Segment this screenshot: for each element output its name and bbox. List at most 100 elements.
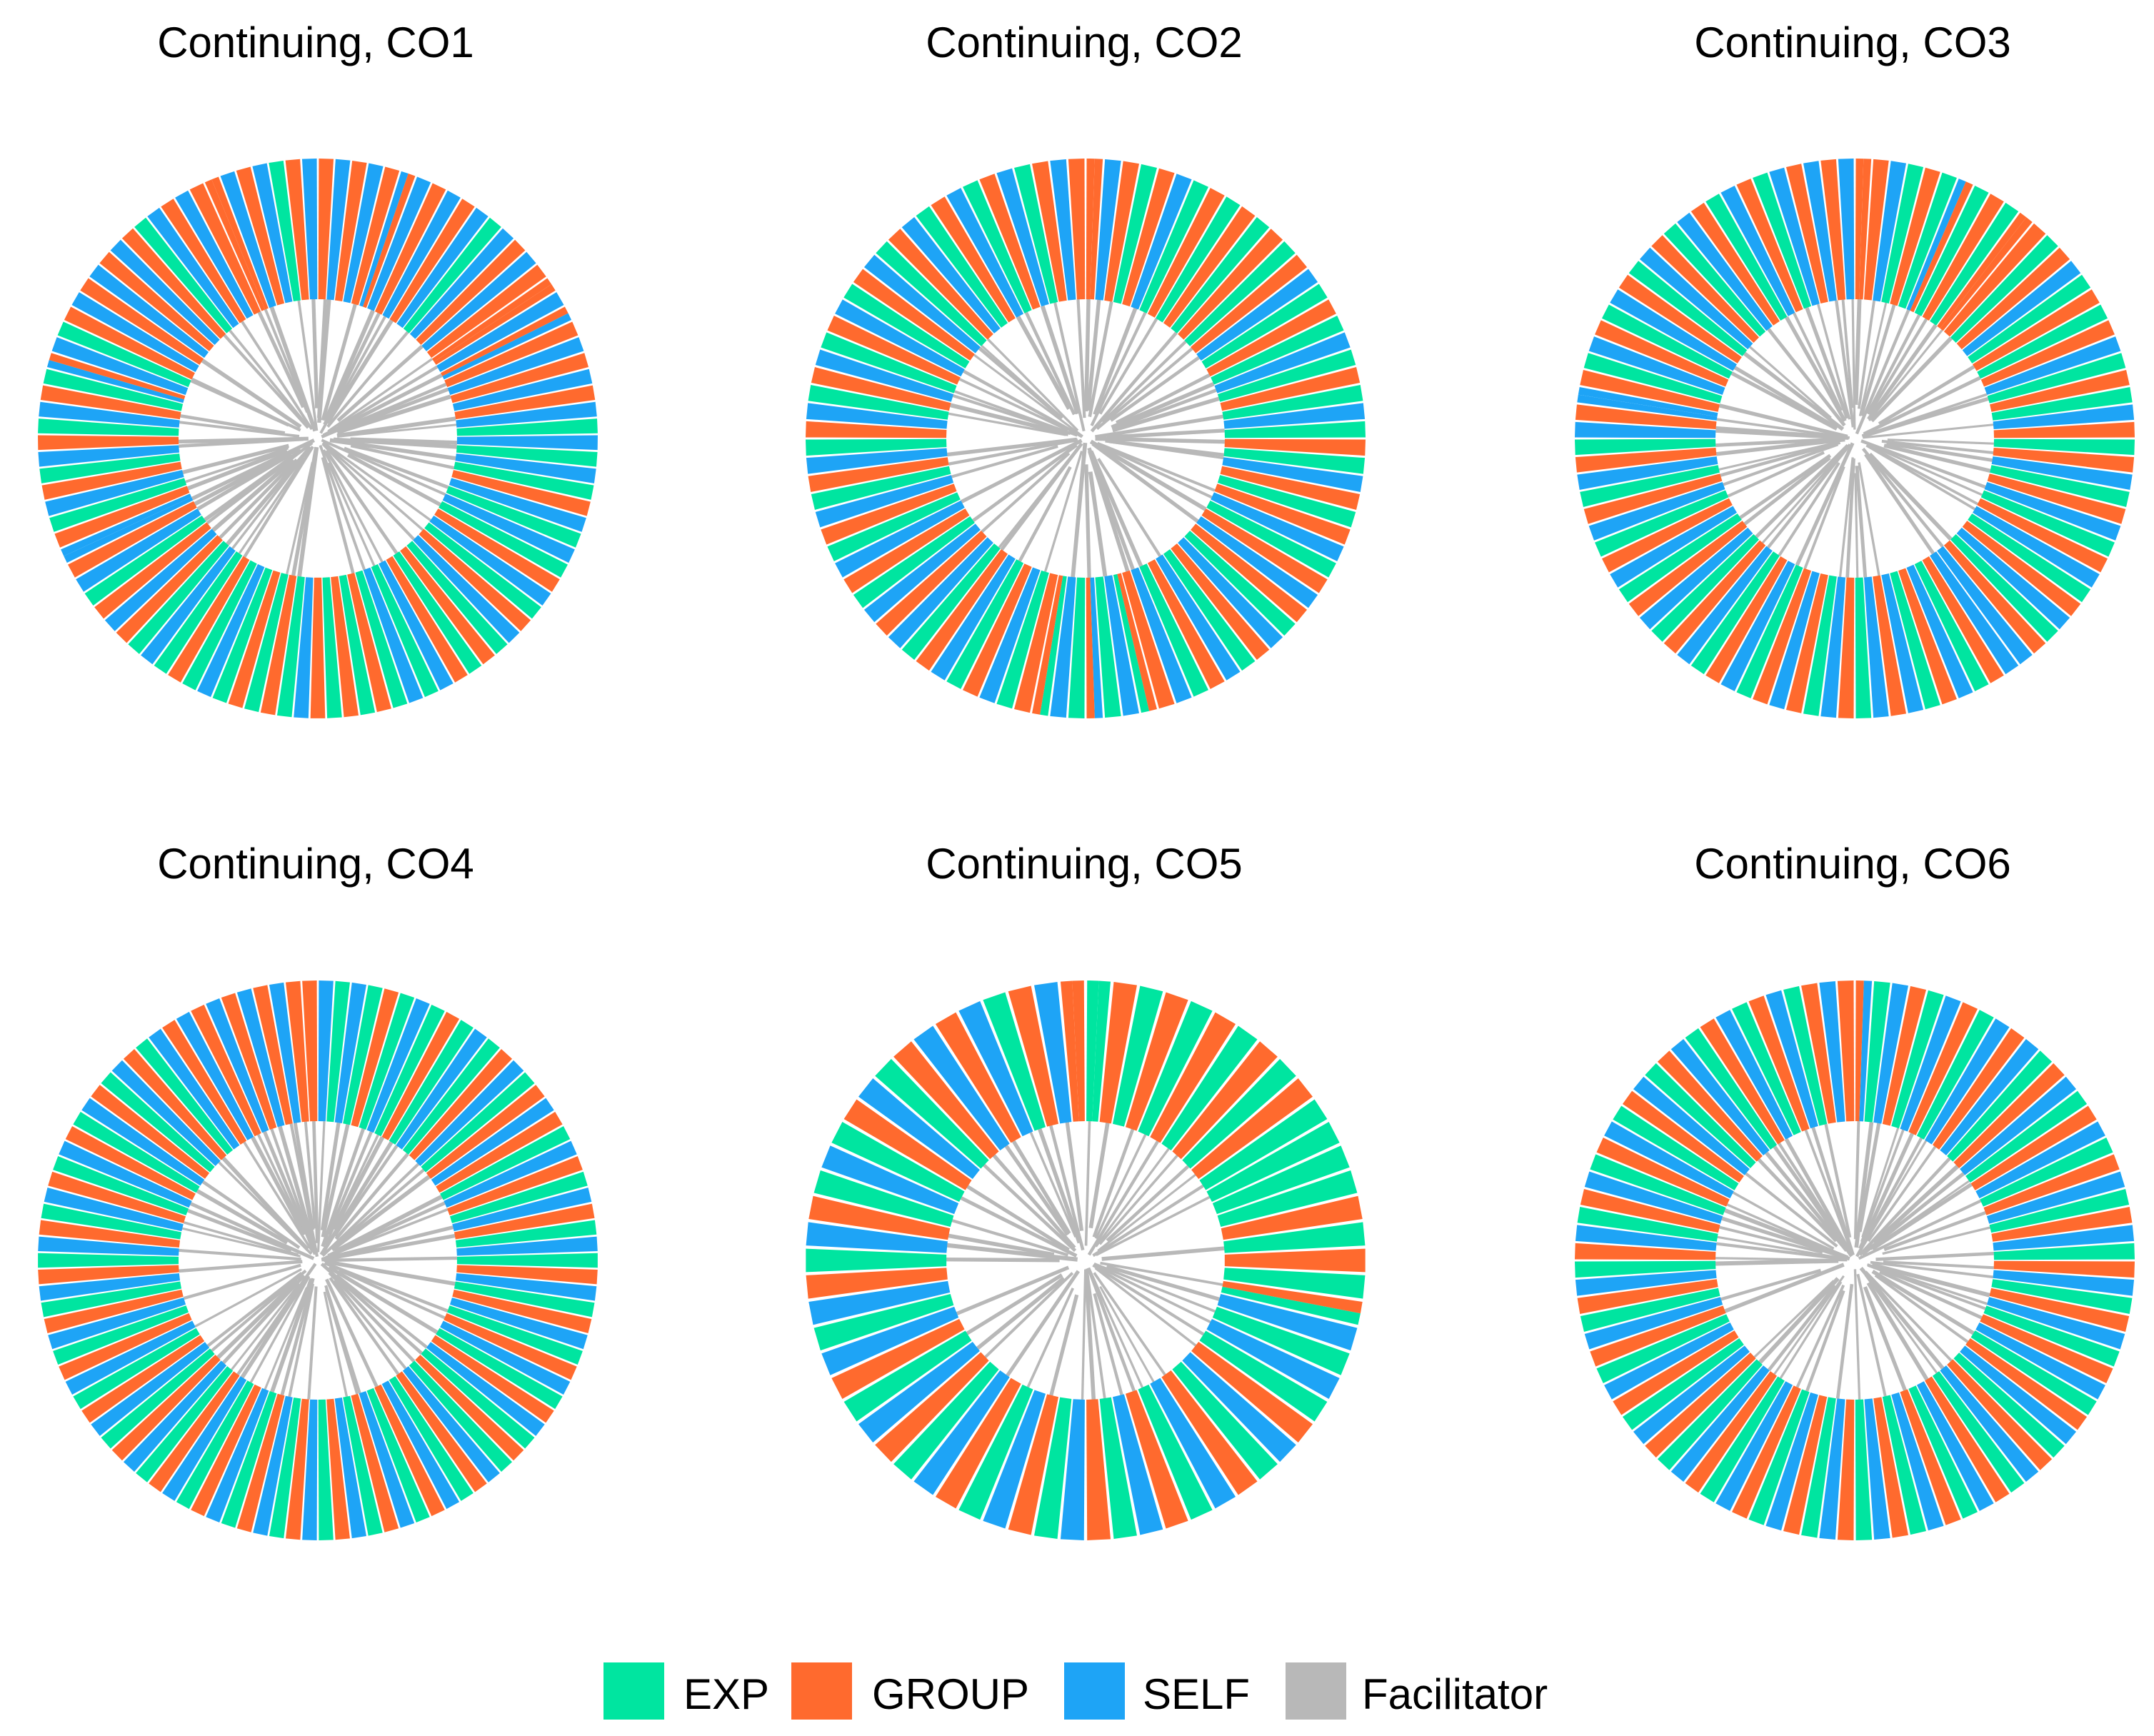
ring-bar-exp	[1803, 575, 1837, 716]
facilitator-spoke	[221, 1156, 309, 1251]
ring-bar-self	[1677, 546, 1773, 665]
facilitator-spoke	[948, 412, 1066, 436]
ring-bar-self	[444, 1140, 577, 1208]
ring-bar-self	[1050, 576, 1076, 718]
ring-bar-exp	[43, 368, 184, 411]
facilitator-spoke	[1097, 1173, 1196, 1252]
ring-bar-self	[452, 368, 593, 411]
ring-bar-self	[1182, 1352, 1296, 1462]
facilitator-spoke	[185, 446, 289, 483]
ring-bar-group	[189, 183, 261, 315]
ring-bar-exp	[456, 1253, 598, 1268]
ring-bar-group	[351, 166, 400, 306]
ring-bar-exp	[1092, 980, 1111, 1122]
facilitator-spoke	[1866, 1281, 1929, 1381]
ring-bar-self	[449, 1298, 588, 1350]
ring-bar-group	[1086, 159, 1095, 300]
facilitator-spoke	[312, 1121, 319, 1243]
ring-bar-self	[1900, 995, 1961, 1132]
ring-bar-self	[1604, 1121, 1734, 1199]
facilitator-spoke	[323, 441, 431, 521]
ring-bar-self	[1034, 981, 1072, 1124]
facilitator-spoke	[1867, 323, 1938, 421]
ring-bar-self	[206, 1388, 269, 1522]
ring-bar-group	[374, 1384, 445, 1517]
facilitator-spoke	[1094, 1267, 1197, 1347]
ring-bar-exp	[436, 1328, 563, 1410]
ring-bar-group	[94, 522, 211, 619]
ring-bar-self	[1906, 564, 1973, 698]
facilitator-spoke	[1726, 1203, 1843, 1256]
facilitator-spoke	[1868, 318, 1928, 416]
ring-bar-exp	[454, 1281, 595, 1318]
facilitator-spoke	[1083, 1270, 1096, 1400]
facilitator-spoke	[286, 461, 314, 575]
facilitator-spoke	[333, 1145, 399, 1238]
ring-bar-self	[1104, 575, 1139, 716]
facilitator-spoke	[230, 1283, 301, 1371]
ring-bar-self	[149, 1028, 240, 1150]
legend-swatch-self	[1064, 1662, 1125, 1720]
facilitator-spoke	[1868, 452, 1953, 541]
facilitator-spoke	[321, 1233, 456, 1262]
facilitator-spoke	[325, 319, 394, 425]
ring-bar-self	[1838, 159, 1855, 300]
ring-bar-self	[835, 299, 965, 377]
ring-bar-exp	[1993, 438, 2135, 456]
ring-bar-exp	[366, 1388, 430, 1522]
ring-bar-group	[1657, 1050, 1763, 1162]
ring-bar-exp	[403, 217, 501, 333]
ring-bar-group	[1651, 235, 1759, 343]
facilitator-spoke	[204, 448, 303, 522]
ring-bar-group	[1126, 992, 1188, 1131]
ring-bar-exp	[1163, 549, 1256, 671]
facilitator-spoke	[340, 423, 457, 438]
facilitator-spoke	[1716, 1242, 1845, 1261]
ring-bar-self	[431, 1098, 554, 1186]
ring-bar-exp	[1223, 1222, 1366, 1253]
ring-bar-exp	[318, 1399, 334, 1540]
ring-bar-self	[71, 292, 199, 372]
ring-bar-group	[1859, 159, 1872, 300]
ring-bar-self	[1956, 527, 2070, 630]
ring-bar-self	[1940, 1038, 2039, 1155]
ring-bar-group	[286, 980, 309, 1123]
facilitator-spoke	[1805, 307, 1850, 419]
ring-bar-exp	[409, 1360, 513, 1472]
ring-bar-exp	[1014, 164, 1058, 304]
ring-bar-self	[367, 176, 431, 311]
facilitator-spoke	[328, 1271, 416, 1363]
ring-bar-exp	[1224, 421, 1366, 438]
ring-bar-exp	[1968, 274, 2091, 363]
ring-bar-exp	[440, 1125, 571, 1200]
ring-bar-exp	[73, 1111, 200, 1193]
facilitator-spoke	[953, 390, 1078, 437]
ring-bar-exp	[1932, 1371, 2025, 1493]
ring-bar-group	[386, 556, 468, 683]
ring-bar-exp	[1583, 353, 1723, 403]
ring-bar-group	[111, 1355, 221, 1461]
facilitator-spoke	[958, 378, 1068, 431]
facilitator-spoke	[350, 443, 455, 470]
ring-bar-exp	[1645, 1063, 1756, 1168]
facilitator-spoke	[263, 1130, 317, 1255]
ring-bar-exp	[1613, 1105, 1739, 1190]
facilitator-spoke	[1817, 303, 1851, 420]
facilitator-spoke	[182, 443, 289, 475]
ring-bar-group	[451, 470, 591, 516]
facilitator-spoke	[1779, 1281, 1843, 1379]
facilitator-spoke	[243, 1141, 314, 1253]
ring-bar-exp	[38, 1253, 179, 1268]
ring-bar-group	[831, 1319, 965, 1400]
ring-bar-exp	[326, 980, 350, 1123]
facilitator-spoke	[1105, 446, 1213, 499]
ring-bar-exp	[1113, 573, 1150, 713]
ring-bar-group	[1736, 179, 1803, 313]
ring-bar-group	[1783, 1395, 1828, 1535]
ring-bar-self	[996, 168, 1049, 307]
ring-bar-exp	[424, 522, 541, 619]
ring-bar-self	[175, 190, 254, 319]
facilitator-spoke	[1753, 1280, 1835, 1358]
facilitator-spoke	[336, 344, 424, 422]
ring-bar-group	[426, 1085, 545, 1179]
